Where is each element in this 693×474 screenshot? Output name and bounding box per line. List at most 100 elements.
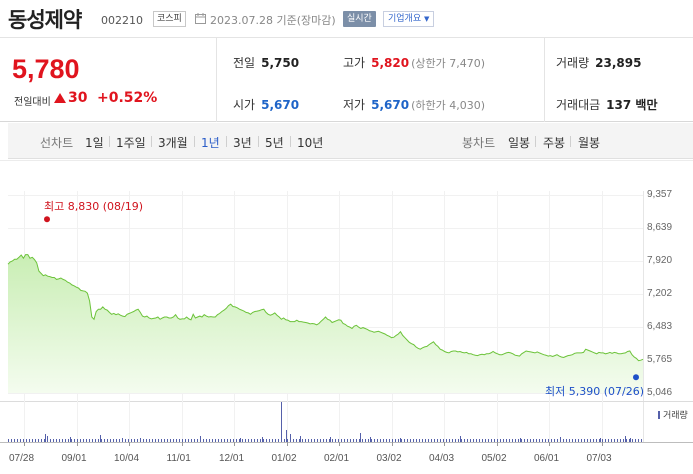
separator [226,136,227,147]
volume-legend-swatch [658,411,660,419]
volume-bar [332,439,333,442]
high-annotation: 최고 8,830 (08/19) [44,200,144,213]
volume-bar [260,439,261,442]
volume-bar [104,439,105,442]
y-tick-label: 5,046 [647,387,673,398]
volume-bar [440,439,441,442]
volume-bar [377,439,378,442]
volume-bar [29,439,30,442]
price-line [7,254,644,362]
volume-bar [347,439,348,442]
volume-bar [437,439,438,442]
volume-bar [161,439,162,442]
volume-bar [98,439,99,442]
period-1d[interactable]: 1일 [85,136,104,150]
volume-bar [296,439,297,442]
volume-bar [245,439,246,442]
y-tick-label: 8,639 [647,222,673,233]
volume-bar [548,439,549,442]
volume-bar [503,439,504,442]
volume-bar [188,439,189,442]
volume-bar [401,439,402,442]
volume-bar [70,437,71,442]
chevron-down-icon: ▼ [424,15,430,23]
open-value: 5,670 [261,98,300,112]
volume-bar [413,439,414,442]
volume-bar [233,439,234,442]
title-bar: 동성제약 002210 코스피 2023.07.28 기준(장마감) 실시간 기… [0,0,693,38]
x-tick-label: 04/03 [429,453,455,464]
period-1y[interactable]: 1년 [201,136,220,150]
volume-bar [176,439,177,442]
volume-bar [194,439,195,442]
volume-bar [491,439,492,442]
period-3y[interactable]: 3년 [233,136,252,150]
volume-bar [383,439,384,442]
prev-close-label: 전일 [233,56,256,70]
volume-bar [479,439,480,442]
volume-bar [167,439,168,442]
x-tick-label: 01/02 [271,453,297,464]
volume-bar [83,439,84,442]
volume-bar [128,439,129,442]
volume-bar [179,439,180,442]
x-tick-label: 07/28 [9,453,35,464]
trade-amount-value: 137 백만 [606,98,658,112]
volume-bar [323,439,324,442]
volume-bar [215,439,216,442]
period-5y[interactable]: 5년 [265,136,284,150]
volume-bar [152,439,153,442]
volume-bar [536,439,537,442]
volume-bar [113,439,114,442]
volume-bar [431,439,432,442]
x-tick-label: 02/01 [324,453,350,464]
volume-bar [329,439,330,442]
volume-bar [395,439,396,442]
volume-bar [122,438,123,442]
volume-bar [23,439,24,442]
volume-bar [630,438,631,442]
candle-daily[interactable]: 일봉 [508,136,531,150]
volume-bar [254,439,255,442]
volume-bar [542,439,543,442]
high-marker [44,216,50,223]
volume-bar [506,439,507,442]
volume-bar [224,439,225,442]
volume-bar [527,439,528,442]
candle-weekly[interactable]: 주봉 [543,136,566,150]
separator [194,136,195,147]
candle-monthly[interactable]: 월봉 [578,136,601,150]
volume-bar [623,439,624,442]
volume-bar [593,439,594,442]
volume-bar [572,439,573,442]
volume-bar [611,439,612,442]
volume-bar [209,439,210,442]
realtime-button[interactable]: 실시간 [343,11,376,27]
low-annotation: 최저 5,390 (07/26) [545,385,645,398]
volume-bar [47,436,48,442]
volume-bar [308,439,309,442]
volume-bar [443,439,444,442]
volume-bar [74,439,75,442]
current-price: 5,780 [12,54,80,84]
volume-bar [608,439,609,442]
volume-bar [182,439,183,442]
volume-bar [467,439,468,442]
volume-bar [596,439,597,442]
period-3m[interactable]: 3개월 [158,136,188,150]
volume-bar [266,439,267,442]
volume-bar [370,437,371,442]
period-1w[interactable]: 1주일 [116,136,146,150]
trade-amount-label: 거래대금 [556,98,601,112]
company-overview-button[interactable]: 기업개요 ▼ [383,11,435,27]
volume-bar [638,439,639,442]
volume-bar [419,439,420,442]
period-10y[interactable]: 10년 [297,136,324,150]
volume-bar [359,439,360,442]
change-value: 30 [68,90,88,106]
volume-bar [524,439,525,442]
x-tick-label: 12/01 [219,453,245,464]
volume-bar [512,439,513,442]
x-tick-label: 03/02 [376,453,402,464]
volume-bar [389,439,390,442]
